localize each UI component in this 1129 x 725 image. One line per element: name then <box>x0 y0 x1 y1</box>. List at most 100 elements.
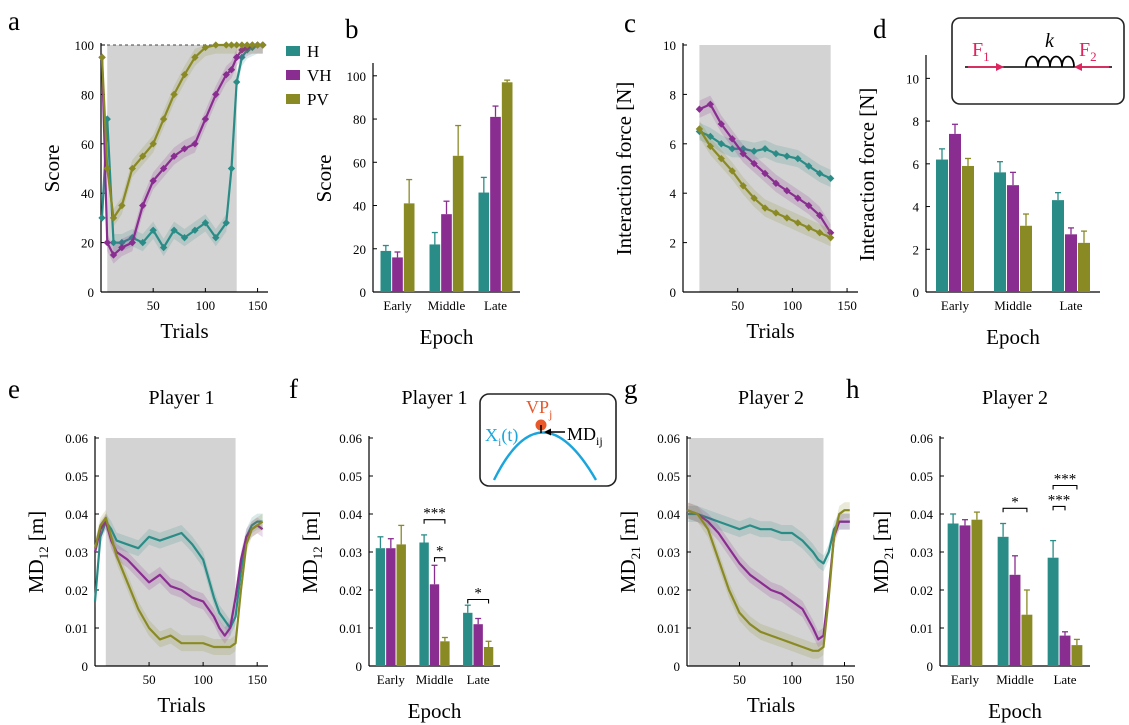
significance-bracket <box>433 557 446 562</box>
y-axis-label: MD21 [m] <box>869 511 896 593</box>
series-band-h <box>699 122 831 188</box>
shaded-region <box>105 438 236 666</box>
bar-vh <box>473 624 483 666</box>
data-point-h <box>191 226 199 234</box>
data-point-vh <box>761 169 769 178</box>
data-point-h <box>706 132 715 141</box>
x-category-label: Middle <box>428 298 466 313</box>
y-tick-label: 0.01 <box>910 621 933 636</box>
data-point-h <box>118 238 126 247</box>
y-axis-label-main: Interaction force [N] <box>855 88 879 262</box>
data-point-pv <box>128 164 136 173</box>
y-axis-label: Interaction force [N] <box>855 88 879 262</box>
data-point-pv <box>761 204 769 212</box>
panel-title: Player 2 <box>982 387 1048 409</box>
data-point-vh <box>805 201 813 210</box>
bar-h <box>375 548 386 666</box>
bar-h <box>1052 200 1064 292</box>
data-point-h <box>109 238 118 247</box>
y-tick-label: 0.05 <box>65 469 88 484</box>
y-axis-label-main: Score <box>312 155 336 203</box>
x-category-label: Early <box>951 672 980 687</box>
y-axis-label-unit: [m] <box>616 511 640 547</box>
bar-h <box>997 536 1009 666</box>
bar-pv <box>501 82 513 293</box>
data-point-h <box>816 169 824 178</box>
y-tick-label: 2 <box>913 242 920 257</box>
force-label-f1: F1 <box>972 39 990 64</box>
x-category-label: Late <box>1053 672 1076 687</box>
panel-b: 0 20 40 60 80 100 Early Middle Late Epoch Score <box>312 63 520 349</box>
y-axis-label: Score <box>312 155 336 203</box>
y-tick-label: 20 <box>81 236 94 251</box>
panel-label-d: d <box>873 14 887 44</box>
series-line-h <box>93 520 263 630</box>
data-point-h <box>717 140 725 148</box>
y-tick-label: 0.03 <box>339 545 362 560</box>
significance-marker: * <box>1011 494 1019 510</box>
data-point-pv <box>238 41 246 49</box>
spring-coil-icon <box>1025 55 1075 68</box>
data-point-pv <box>772 209 780 217</box>
data-point-h <box>212 233 220 242</box>
series-line-pv <box>93 516 264 649</box>
significance-bracket <box>467 598 490 604</box>
data-point-pv <box>222 41 230 49</box>
bar-vh <box>959 525 971 666</box>
y-axis-label-main: MD <box>298 559 322 593</box>
panel-label-g: g <box>624 374 638 404</box>
bar-h <box>429 244 441 292</box>
y-tick-label: 0.04 <box>339 507 362 522</box>
x-tick-label: 50 <box>731 298 744 313</box>
y-tick-label: 0.04 <box>657 507 680 522</box>
x-axis-label: Trials <box>746 319 794 343</box>
y-tick-label: 40 <box>353 199 366 214</box>
data-point-pv <box>191 53 199 62</box>
significance-bracket <box>1002 507 1028 513</box>
bar-pv <box>1021 614 1033 666</box>
data-point-h <box>761 145 769 153</box>
data-point-h <box>139 238 147 247</box>
y-axis-label-sub: 12 <box>36 546 51 559</box>
y-tick-label: 0.03 <box>657 545 680 560</box>
panel-f: 0 0.01 0.02 0.03 0.04 0.05 0.06 Early Middle Late… <box>298 387 500 723</box>
x-category-label: Middle <box>994 298 1032 313</box>
data-point-h <box>750 147 758 155</box>
y-tick-label: 100 <box>347 69 367 84</box>
significance-marker: * <box>436 544 444 560</box>
x-tick-label: 150 <box>248 298 268 313</box>
x-category-label: Late <box>484 298 507 313</box>
significance-marker: * <box>474 586 482 602</box>
y-tick-label: 0.01 <box>657 621 680 636</box>
y-tick-label: 80 <box>353 112 366 127</box>
x-tick-label: 100 <box>196 298 216 313</box>
panel-label-e: e <box>8 374 20 404</box>
data-point-pv <box>826 233 835 242</box>
x-axis-label: Epoch <box>986 325 1040 349</box>
x-tick-label: 100 <box>782 672 802 687</box>
bar-vh <box>429 584 440 666</box>
x-category-label: Late <box>467 672 490 687</box>
data-point-pv <box>728 167 736 175</box>
y-tick-label: 8 <box>670 87 677 102</box>
y-tick-label: 0 <box>82 659 89 674</box>
y-tick-label: 6 <box>670 137 677 152</box>
spring-inset: F1 F2 k <box>951 17 1125 105</box>
vp-label: VPj <box>526 397 552 421</box>
panel-c: 0 2 4 6 8 10 50 100 150 Trials Interaction force [… <box>612 38 858 343</box>
series-line-pv <box>686 509 850 652</box>
y-axis-label-main: MD <box>24 559 48 593</box>
bar-vh <box>1009 574 1021 666</box>
x-category-label: Early <box>941 298 970 313</box>
y-axis-label-main: MD <box>616 559 640 593</box>
data-point-pv <box>212 41 220 49</box>
data-point-pv <box>109 214 118 222</box>
data-point-pv <box>816 229 824 237</box>
y-tick-label: 0 <box>356 659 363 674</box>
data-point-h <box>180 233 189 242</box>
series-band-pv <box>102 45 263 227</box>
y-tick-label: 0.06 <box>339 431 362 446</box>
x-category-label: Late <box>1059 298 1082 313</box>
legend-swatch-vh <box>286 70 300 80</box>
data-point-pv <box>118 201 126 210</box>
